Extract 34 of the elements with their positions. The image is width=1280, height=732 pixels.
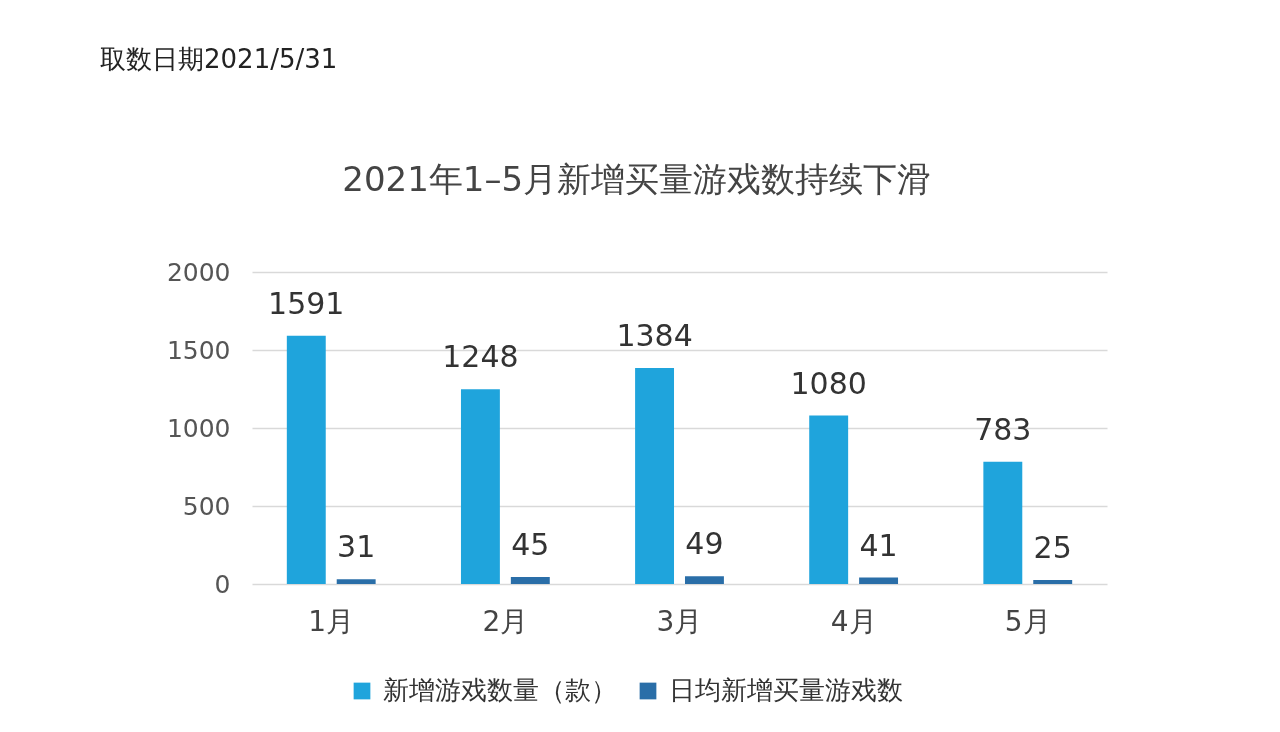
data-label: 1248: [442, 339, 519, 375]
bar: [859, 577, 899, 584]
bar: [983, 461, 1023, 584]
text: 取数日期2021/5/31: [100, 43, 338, 76]
y-tick-label: 1500: [166, 335, 231, 365]
data-label: 25: [1033, 530, 1072, 566]
x-tick-label: 4月: [830, 604, 877, 638]
y-tick-label: 2000: [166, 257, 231, 287]
bar: [635, 368, 675, 584]
data-label: 783: [974, 411, 1032, 447]
x-tick-label: 1月: [308, 604, 355, 638]
data-label: 49: [685, 526, 724, 562]
bar: [286, 335, 326, 584]
bar: [336, 579, 376, 584]
x-tick-label: 2月: [482, 604, 529, 638]
data-label: 31: [337, 529, 376, 565]
bar: [684, 576, 724, 584]
x-tick-label: 3月: [656, 604, 703, 638]
legend-label: 新增游戏数量（款）: [383, 675, 617, 705]
x-tick-label: 5月: [1004, 604, 1051, 638]
chart-title: 2021年1–5月新增买量游戏数持续下滑: [342, 159, 932, 199]
data-label: 41: [859, 527, 898, 563]
y-tick-label: 0: [214, 569, 231, 599]
data-label: 45: [511, 526, 550, 562]
bar: [510, 576, 550, 584]
bar: [809, 415, 849, 584]
data-label: 1080: [790, 365, 867, 401]
y-tick-label: 500: [182, 491, 231, 521]
bar: [460, 389, 500, 584]
legend-label: 日均新增买量游戏数: [669, 675, 903, 705]
data-label: 1384: [616, 318, 693, 354]
y-tick-label: 1000: [166, 413, 231, 443]
data-label: 1591: [268, 285, 345, 321]
bar: [1033, 580, 1073, 584]
